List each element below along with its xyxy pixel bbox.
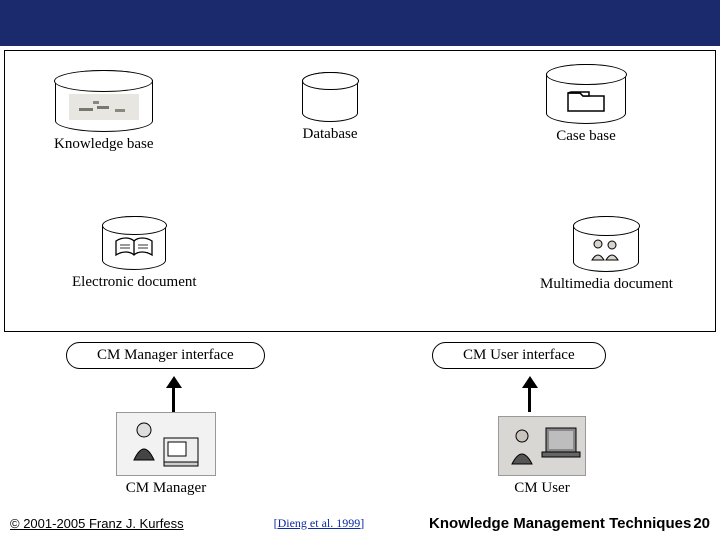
- interface-box-manager: CM Manager interface: [66, 342, 265, 369]
- node-multimedia-document: Multimedia document: [540, 216, 673, 293]
- label-multimedia-document: Multimedia document: [540, 276, 673, 293]
- node-database: Database: [302, 72, 358, 143]
- copyright-text: © 2001-2005 Franz J. Kurfess: [10, 516, 184, 531]
- footer: © 2001-2005 Franz J. Kurfess [Dieng et a…: [0, 506, 720, 540]
- label-case-base: Case base: [556, 128, 616, 145]
- diagram-stage: Knowledge base Database Case base Electr…: [0, 46, 720, 506]
- user-clipart-icon: [498, 416, 586, 476]
- node-electronic-document: Electronic document: [72, 216, 197, 291]
- arrow-manager: [166, 376, 182, 412]
- label-actor-manager: CM Manager: [126, 480, 206, 497]
- actor-manager: CM Manager: [116, 412, 216, 497]
- interface-label-user: CM User interface: [463, 347, 575, 363]
- cylinder-icon: [55, 70, 153, 132]
- folder-icon: [547, 80, 625, 119]
- label-knowledge-base: Knowledge base: [54, 136, 154, 153]
- arrow-shaft: [172, 384, 175, 412]
- label-database: Database: [303, 126, 358, 143]
- interface-label-manager: CM Manager interface: [97, 347, 234, 363]
- citation-link[interactable]: [Dieng et al. 1999]: [274, 516, 365, 531]
- header-bar: [0, 0, 720, 46]
- arrow-user: [522, 376, 538, 412]
- arrow-shaft: [528, 384, 531, 412]
- cylinder-icon: [573, 216, 639, 272]
- people-icon: [574, 231, 638, 268]
- cylinder-icon: [302, 72, 358, 122]
- smudge-icon: [56, 87, 152, 128]
- interface-box-user: CM User interface: [432, 342, 606, 369]
- actor-user: CM User: [498, 416, 586, 497]
- cylinder-icon: [102, 216, 166, 270]
- footer-title: Knowledge Management Techniques: [429, 515, 691, 532]
- slide-number: 20: [693, 515, 710, 532]
- cylinder-icon: [546, 64, 626, 124]
- manager-clipart-icon: [116, 412, 216, 476]
- label-actor-user: CM User: [514, 480, 569, 497]
- book-icon: [103, 231, 165, 266]
- node-case-base: Case base: [546, 64, 626, 145]
- label-electronic-document: Electronic document: [72, 274, 197, 291]
- node-knowledge-base: Knowledge base: [54, 70, 154, 153]
